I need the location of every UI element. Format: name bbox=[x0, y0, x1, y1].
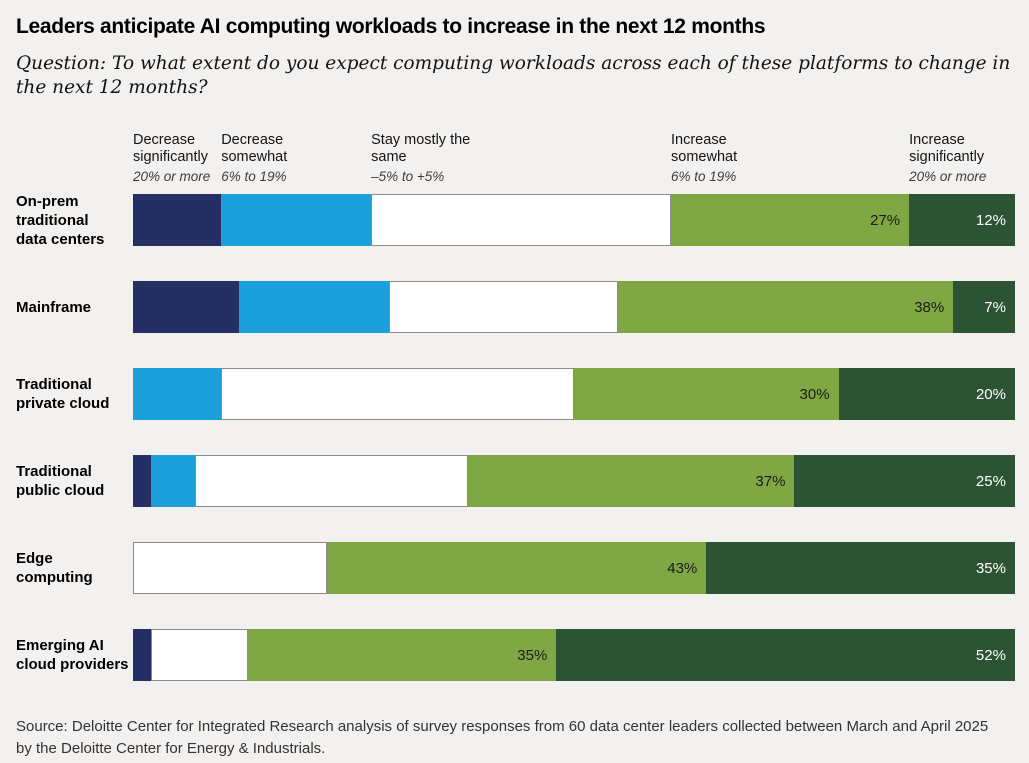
bar-segment-stay-mostly-the-same bbox=[133, 542, 328, 594]
column-header-decrease-significantly: Decrease significantly 20% or more bbox=[133, 132, 239, 185]
column-header-label: Decrease somewhat bbox=[221, 132, 288, 165]
row-label: Emerging AI cloud providers bbox=[16, 637, 129, 673]
column-header-range: 6% to 19% bbox=[671, 169, 737, 184]
bar-segment-increase-somewhat: 38% bbox=[618, 281, 954, 333]
bar-segment-stay-mostly-the-same bbox=[221, 368, 574, 420]
bar-segment-increase-significantly: 7% bbox=[953, 281, 1015, 333]
bar-segment-stay-mostly-the-same bbox=[150, 629, 248, 681]
column-header-range: 20% or more bbox=[909, 169, 987, 184]
row-label: Mainframe bbox=[16, 298, 92, 316]
column-header-increase-somewhat: Increase somewhat 6% to 19% bbox=[671, 132, 777, 185]
bar-segment-decrease-significantly bbox=[133, 629, 151, 681]
segment-value-label: 20% bbox=[975, 385, 1006, 403]
bar-segment-increase-somewhat: 35% bbox=[247, 629, 557, 681]
bar-segment-decrease-somewhat bbox=[133, 368, 222, 420]
bar-segment-stay-mostly-the-same bbox=[371, 194, 671, 246]
source-note: Source: Deloitte Center for Integrated R… bbox=[16, 716, 1015, 760]
column-header-increase-significantly: Increase significantly 20% or more bbox=[909, 132, 1015, 185]
bar-segment-increase-significantly: 35% bbox=[706, 542, 1015, 594]
segment-value-label: 35% bbox=[975, 559, 1006, 577]
bar-segment-decrease-significantly bbox=[133, 281, 239, 333]
bar-segment-stay-mostly-the-same bbox=[388, 281, 619, 333]
bar-segment-increase-somewhat: 30% bbox=[573, 368, 839, 420]
bar-segment-decrease-somewhat bbox=[221, 194, 372, 246]
segment-value-label: 25% bbox=[975, 472, 1006, 490]
chart-row: Edge computing 43% 35% bbox=[16, 542, 1015, 594]
chart-title: Leaders anticipate AI computing workload… bbox=[16, 15, 766, 38]
chart-row: Mainframe 38% 7% bbox=[16, 281, 1015, 333]
stacked-bar: 38% 7% bbox=[133, 281, 1015, 333]
column-header-stay-mostly-the-same: Stay mostly the same –5% to +5% bbox=[371, 132, 477, 185]
stacked-bar: 37% 25% bbox=[133, 455, 1015, 507]
bar-segment-decrease-somewhat bbox=[238, 281, 389, 333]
bar-segment-stay-mostly-the-same bbox=[194, 455, 469, 507]
row-label: Edge computing bbox=[16, 550, 93, 586]
bar-segment-increase-significantly: 25% bbox=[794, 455, 1015, 507]
segment-value-label: 7% bbox=[984, 298, 1006, 316]
row-label: On-prem traditional data centers bbox=[16, 192, 105, 248]
segment-value-label: 43% bbox=[667, 559, 698, 577]
segment-value-label: 35% bbox=[517, 646, 548, 664]
column-header-label: Increase significantly bbox=[909, 132, 985, 165]
chart-row: Traditional public cloud 37% 25% bbox=[16, 455, 1015, 507]
stacked-bar: 35% 52% bbox=[133, 629, 1015, 681]
column-header-decrease-somewhat: Decrease somewhat 6% to 19% bbox=[221, 132, 327, 185]
segment-value-label: 38% bbox=[914, 298, 945, 316]
column-header-label: Increase somewhat bbox=[671, 132, 738, 165]
stacked-bar: 27% 12% bbox=[133, 194, 1015, 246]
bar-segment-decrease-significantly bbox=[133, 194, 222, 246]
chart-rows: On-prem traditional data centers 27% 12% Main… bbox=[16, 192, 1015, 681]
segment-value-label: 52% bbox=[975, 646, 1006, 664]
chart-subtitle: Question: To what extent do you expect c… bbox=[16, 53, 1011, 98]
chart-row: On-prem traditional data centers 27% 12% bbox=[16, 192, 1015, 248]
bar-segment-increase-significantly: 52% bbox=[556, 629, 1015, 681]
segment-value-label: 27% bbox=[870, 211, 901, 229]
bar-segment-decrease-somewhat bbox=[150, 455, 195, 507]
bar-segment-decrease-significantly bbox=[133, 455, 151, 507]
bar-segment-increase-significantly: 20% bbox=[838, 368, 1015, 420]
source-line-2: by the Deloitte Center for Energy & Indu… bbox=[16, 740, 326, 757]
column-header-range: 6% to 19% bbox=[221, 169, 287, 184]
bar-segment-increase-somewhat: 27% bbox=[671, 194, 910, 246]
column-header-range: 20% or more bbox=[133, 169, 211, 184]
stacked-bar: 43% 35% bbox=[133, 542, 1015, 594]
row-label: Traditional private cloud bbox=[16, 376, 110, 412]
row-label: Traditional public cloud bbox=[16, 463, 105, 499]
chart-row: Traditional private cloud 30% 20% bbox=[16, 368, 1015, 420]
column-header-label: Decrease significantly bbox=[133, 132, 208, 165]
segment-value-label: 30% bbox=[799, 385, 830, 403]
bar-segment-increase-significantly: 12% bbox=[909, 194, 1015, 246]
chart-row: Emerging AI cloud providers 35% 52% bbox=[16, 629, 1015, 681]
column-header-label: Stay mostly the same bbox=[371, 132, 471, 165]
source-line-1: Source: Deloitte Center for Integrated R… bbox=[16, 718, 989, 735]
column-header-range: –5% to +5% bbox=[371, 169, 445, 184]
segment-value-label: 12% bbox=[975, 211, 1006, 229]
segment-value-label: 37% bbox=[755, 472, 786, 490]
bar-segment-increase-somewhat: 43% bbox=[327, 542, 707, 594]
column-headers: Decrease significantly 20% or more Decreas… bbox=[133, 132, 1015, 194]
stacked-bar: 30% 20% bbox=[133, 368, 1015, 420]
bar-segment-increase-somewhat: 37% bbox=[468, 455, 795, 507]
